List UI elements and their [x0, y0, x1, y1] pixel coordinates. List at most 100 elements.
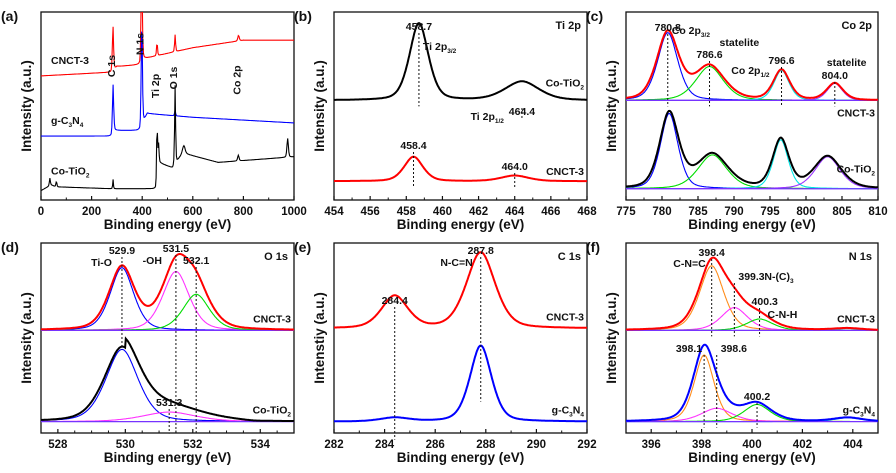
x-tick-label: 800: [796, 206, 815, 218]
panel-label: (c): [586, 8, 603, 24]
panel-label: (d): [1, 239, 19, 255]
series-line-cnct-3: [626, 256, 878, 331]
peak-annotation: 398.1: [676, 343, 702, 355]
peak-annotation: 400.3: [752, 296, 778, 308]
series-label: g-C3N4: [51, 115, 84, 129]
panel-e: (e) C 1s 282 284 286 288 290 292 Binding energy …: [294, 239, 597, 465]
peak-annotation: Ti 2p1/2: [471, 111, 505, 125]
peak-annotation: 804.0: [822, 70, 848, 82]
subscript: 2: [86, 173, 90, 180]
subscript: 3/2: [701, 32, 710, 39]
series-line-g-c3n4: [41, 31, 294, 137]
x-axis-label: Binding energy (eV): [688, 450, 816, 465]
series-label: CNCT-3: [837, 107, 875, 119]
peak-annotation: 284.4: [382, 295, 408, 307]
x-tick-label: 398: [692, 439, 712, 451]
x-tick-label: 288: [476, 439, 496, 451]
subscript: 3: [569, 412, 573, 419]
peak-annotation: 531.3: [156, 397, 182, 409]
series-label: g-C3N4: [552, 405, 585, 419]
x-tick-label: 530: [116, 439, 135, 451]
peak-annotation: 287.8: [468, 245, 494, 257]
peak-annotation: statelite: [720, 37, 760, 49]
peak-annotation: C-N=C: [673, 258, 706, 270]
subscript: 2: [871, 171, 875, 178]
series-label: Co-TiO2: [837, 164, 876, 178]
x-tick-label: 790: [724, 206, 743, 218]
label-part: Co-TiO: [253, 405, 288, 417]
peak-annotation: 399.3: [738, 271, 764, 283]
x-tick-label: 292: [577, 439, 596, 451]
subscript: 3: [860, 412, 864, 419]
x-tick-label: 396: [642, 439, 661, 451]
panel-d: (d) O 1s 528 530 532 534 Binding energy (eV) In…: [1, 239, 295, 465]
series-line-co-tio2: [41, 336, 294, 423]
label-part: N: [72, 115, 80, 127]
peak-annotation: 531.5: [163, 243, 189, 255]
label-part: Co 2p: [672, 25, 701, 37]
series-line-g-c3n4: [334, 344, 587, 423]
peak-annotation: 400.2: [744, 391, 770, 403]
x-tick-label: 0: [38, 206, 44, 218]
label-part: g-C: [552, 405, 570, 417]
plot-area: [626, 256, 878, 423]
x-tick-label: 800: [234, 206, 253, 218]
series-label: g-C3N4: [843, 405, 876, 419]
peak-annotation: Co 2p3/2: [672, 25, 711, 39]
series-label: CNCT-3: [253, 313, 291, 325]
series-line-g-c3n4: [626, 343, 878, 422]
series-label: Co-TiO2: [253, 405, 292, 419]
x-tick-label: 464: [505, 206, 525, 218]
label-part: N-(C): [764, 271, 790, 283]
peak-annotation: -OH: [143, 255, 162, 267]
series-label: Co-TiO2: [546, 77, 585, 91]
x-tick-label: 1000: [281, 206, 307, 218]
panel-title: C 1s: [558, 251, 581, 263]
label-part: Co-TiO: [546, 77, 581, 89]
x-tick-label: 775: [616, 206, 636, 218]
y-axis-label: Intensity (a.u.): [19, 60, 34, 152]
series-label: CNCT-3: [546, 312, 584, 324]
x-tick-label: 462: [469, 206, 488, 218]
subscript: 4: [871, 412, 875, 419]
label-part: g-C: [843, 405, 861, 417]
subscript: 3: [790, 278, 794, 285]
series-line-cnct-3: [334, 155, 587, 183]
peak-annotation: Co 2p1/2: [731, 65, 770, 79]
label-part: Ti 2p: [423, 41, 447, 53]
peak-annotation: statelite: [827, 57, 867, 69]
plot-area: [626, 29, 878, 190]
peak-annotation: N-(C)3: [764, 271, 794, 285]
plot-area: [334, 251, 587, 423]
x-tick-label: 402: [793, 439, 812, 451]
x-tick-label: 468: [577, 206, 597, 218]
label-part: g-C: [51, 115, 69, 127]
peak-annotation: 786.6: [696, 49, 722, 61]
peak-annotation: Co 2p: [232, 65, 244, 94]
peak-annotation: 458.7: [406, 21, 432, 33]
x-tick-label: 532: [183, 439, 202, 451]
x-axis-label: Binding energy (eV): [397, 450, 525, 465]
plot-frame: [40, 242, 295, 434]
x-tick-label: 600: [183, 206, 202, 218]
x-tick-label: 458: [397, 206, 417, 218]
x-tick-label: 466: [541, 206, 560, 218]
label-part: Co-TiO: [51, 166, 86, 178]
peak-annotation: 398.4: [699, 247, 725, 259]
subscript: 1/2: [495, 118, 504, 125]
series-line-co-tio2: [334, 22, 587, 101]
x-tick-label: 780: [652, 206, 671, 218]
subscript: 2: [580, 84, 584, 91]
x-tick-label: 282: [324, 439, 343, 451]
panel-title: O 1s: [264, 251, 288, 263]
x-axis-label: Binding energy (eV): [397, 217, 525, 232]
peak-annotation: 780.8: [655, 22, 681, 34]
x-tick-label: 810: [868, 206, 887, 218]
peak-annotation: C 1s: [106, 55, 118, 77]
peak-annotation: 398.6: [721, 343, 747, 355]
panel-label: (a): [1, 8, 18, 24]
peak-annotation: C-N-H: [768, 309, 798, 321]
x-tick-label: 785: [688, 206, 708, 218]
x-tick-label: 528: [48, 439, 68, 451]
